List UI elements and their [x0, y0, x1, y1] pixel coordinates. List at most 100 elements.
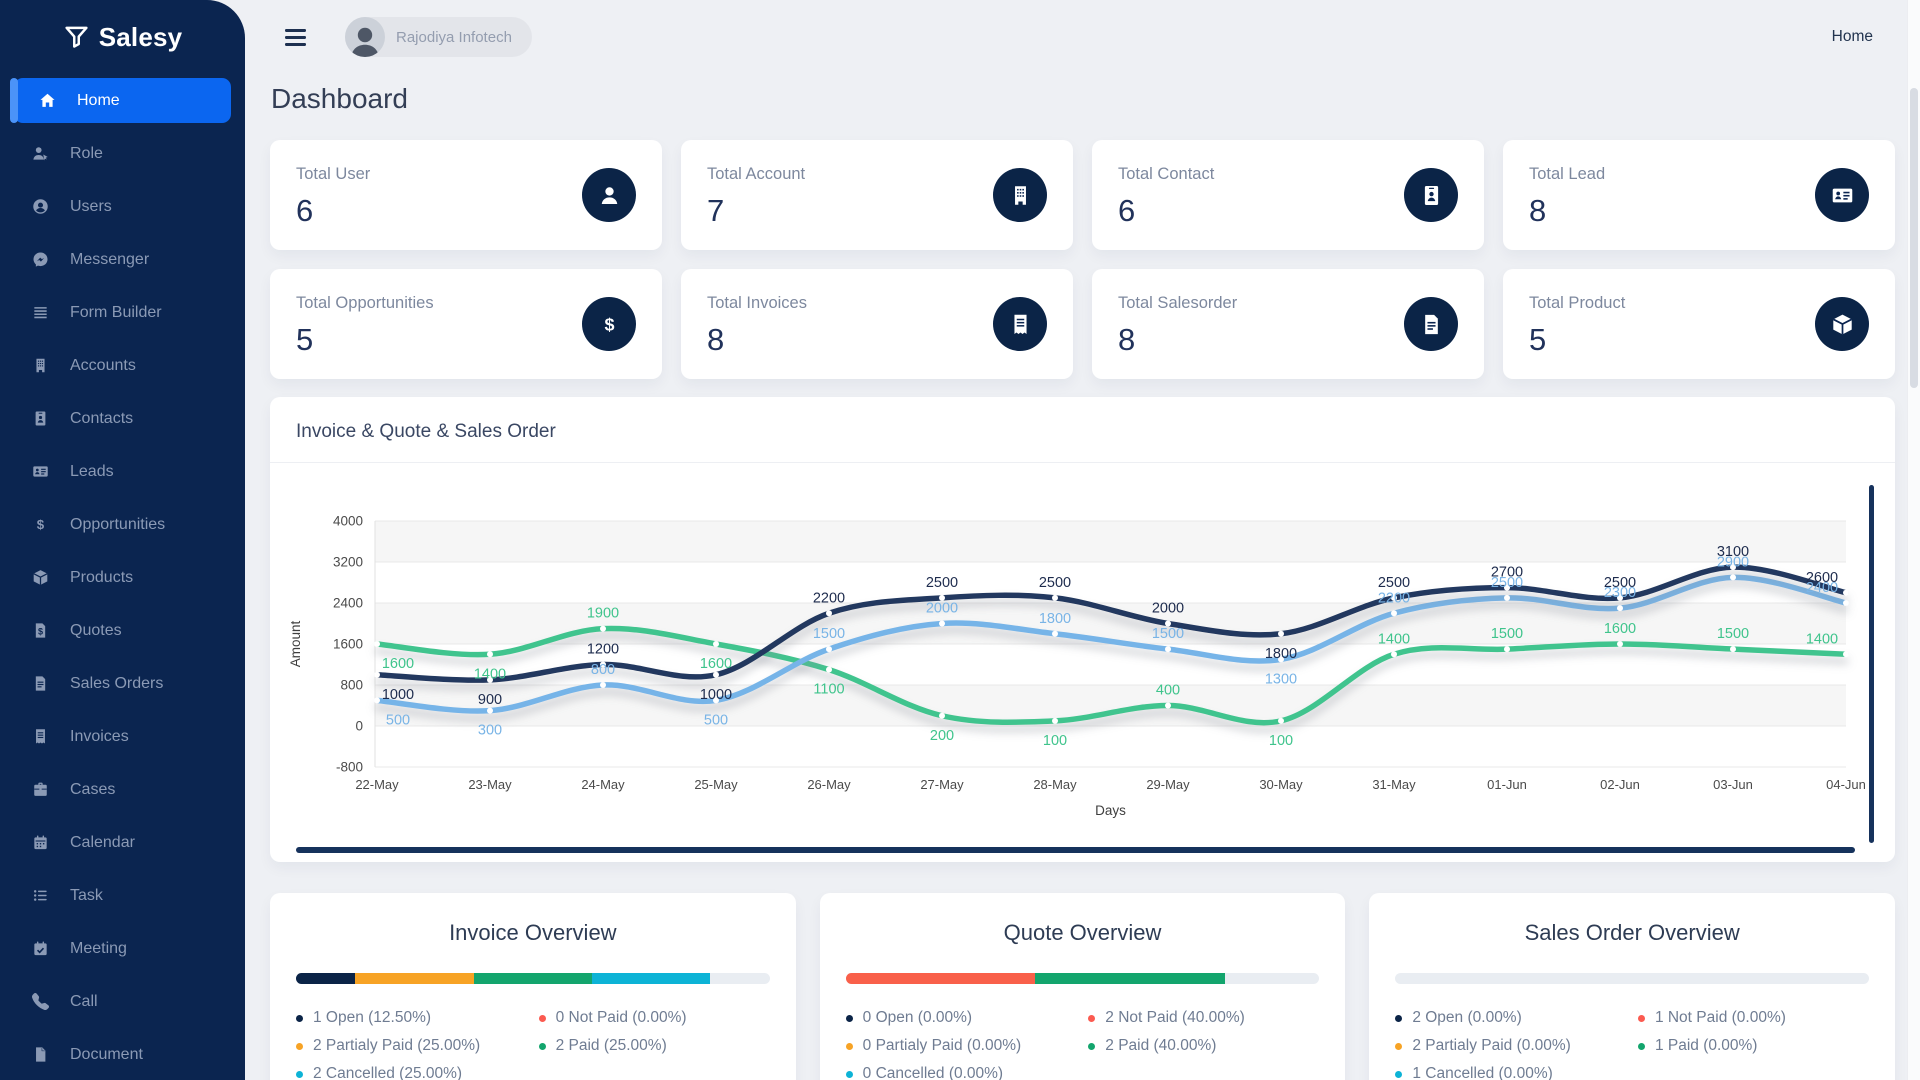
id-card-icon — [31, 463, 49, 481]
sidebar-item-label: Messenger — [70, 250, 150, 268]
legend-dot-icon — [296, 1042, 303, 1050]
svg-text:1900: 1900 — [587, 606, 619, 622]
overview-card-quote-overview: Quote Overview 0 Open (0.00%) 2 Not Paid (… — [819, 893, 1346, 1080]
progress-segment — [355, 973, 474, 984]
svg-text:500: 500 — [386, 712, 410, 728]
legend-item: 1 Open (12.50%) — [296, 1009, 539, 1027]
svg-text:31-May: 31-May — [1372, 777, 1416, 792]
phone-icon — [31, 993, 49, 1011]
sidebar-nav: Home Role Users Messenger Form Builder Accoun… — [0, 78, 245, 1080]
sidebar-item-accounts[interactable]: Accounts — [0, 339, 245, 392]
legend-dot-icon — [1395, 1070, 1403, 1078]
sidebar-item-label: Invoices — [70, 727, 129, 745]
sidebar-item-users[interactable]: Users — [0, 180, 245, 233]
legend-dot-icon — [845, 1042, 853, 1050]
svg-text:1500: 1500 — [813, 626, 845, 642]
legend-item: 2 Cancelled (25.00%) — [296, 1065, 539, 1080]
stat-card-total-opportunities[interactable]: Total Opportunities 5 $ — [270, 269, 662, 379]
chart-horizontal-scrollbar[interactable] — [296, 847, 1855, 853]
legend-dot-icon — [1395, 1042, 1403, 1050]
sidebar-item-contacts[interactable]: Contacts — [0, 392, 245, 445]
svg-text:1500: 1500 — [1491, 626, 1523, 642]
stat-value: 8 — [707, 322, 725, 357]
chat-icon — [31, 251, 49, 269]
progress-segment — [296, 973, 356, 984]
sidebar-item-label: Home — [77, 91, 120, 109]
sidebar-item-leads[interactable]: Leads — [0, 445, 245, 498]
stat-card-total-lead[interactable]: Total Lead 8 — [1503, 140, 1895, 250]
legend-text: 0 Cancelled (0.00%) — [862, 1065, 1004, 1080]
calendar-icon — [31, 834, 49, 852]
sidebar-item-home[interactable]: Home — [10, 78, 231, 123]
sidebar-item-quotes[interactable]: $ Quotes — [0, 604, 245, 657]
stat-card-total-account[interactable]: Total Account 7 — [681, 140, 1073, 250]
sidebar-item-cases[interactable]: Cases — [0, 763, 245, 816]
sidebar-item-sales-orders[interactable]: Sales Orders — [0, 657, 245, 710]
svg-text:26-May: 26-May — [807, 777, 851, 792]
sidebar-item-role[interactable]: Role — [0, 127, 245, 180]
svg-text:400: 400 — [1156, 683, 1180, 699]
user-chip[interactable]: Rajodiya Infotech — [345, 17, 532, 57]
sidebar-item-label: Cases — [70, 780, 116, 798]
sidebar-item-task[interactable]: Task — [0, 869, 245, 922]
svg-text:04-Jun: 04-Jun — [1826, 777, 1866, 792]
sidebar-item-label: Accounts — [70, 356, 136, 374]
briefcase-icon — [31, 781, 49, 799]
sidebar-item-messenger[interactable]: Messenger — [0, 233, 245, 286]
breadcrumb-home-link[interactable]: Home — [1831, 28, 1873, 45]
stat-card-total-salesorder[interactable]: Total Salesorder 8 — [1092, 269, 1484, 379]
overview-progress-bar — [296, 973, 770, 984]
legend-item: 2 Paid (25.00%) — [538, 1037, 770, 1055]
legend-text: 2 Not Paid (40.00%) — [1105, 1009, 1245, 1026]
svg-text:800: 800 — [591, 662, 615, 678]
overview-card-sales-order-overview: Sales Order Overview 2 Open (0.00%) 1 Not … — [1369, 893, 1895, 1080]
sidebar-item-label: Quotes — [70, 621, 122, 639]
svg-text:1600: 1600 — [333, 637, 363, 652]
page-scrollbar[interactable] — [1907, 0, 1920, 1080]
sidebar-item-label: Opportunities — [70, 515, 166, 533]
sidebar-item-document[interactable]: Document — [0, 1028, 245, 1080]
legend-dot-icon — [296, 1014, 303, 1022]
sidebar-item-invoices[interactable]: Invoices — [0, 710, 245, 763]
chart-vertical-scrollbar[interactable] — [1869, 485, 1874, 843]
svg-text:4000: 4000 — [333, 514, 363, 529]
sidebar-item-label: Calendar — [70, 833, 135, 851]
page-scrollbar-thumb[interactable] — [1910, 88, 1918, 388]
list-check-icon — [31, 887, 49, 905]
svg-text:1200: 1200 — [587, 642, 619, 658]
svg-text:25-May: 25-May — [694, 777, 738, 792]
dollar-icon: $ — [31, 516, 49, 534]
sidebar-item-form-builder[interactable]: Form Builder — [0, 286, 245, 339]
stat-value: 6 — [296, 193, 314, 228]
sidebar-item-meeting[interactable]: Meeting — [0, 922, 245, 975]
sidebar-item-call[interactable]: Call — [0, 975, 245, 1028]
legend-text: 0 Not Paid (0.00%) — [555, 1009, 687, 1026]
company-name: Rajodiya Infotech — [396, 28, 512, 46]
stat-card-total-invoices[interactable]: Total Invoices 8 — [681, 269, 1073, 379]
sidebar-item-calendar[interactable]: Calendar — [0, 816, 245, 869]
legend-text: 1 Open (12.50%) — [313, 1009, 432, 1026]
sidebar-item-label: Meeting — [70, 939, 127, 957]
stat-card-total-product[interactable]: Total Product 5 — [1503, 269, 1895, 379]
legend-item: 2 Not Paid (40.00%) — [1088, 1009, 1319, 1027]
sidebar-item-products[interactable]: Products — [0, 551, 245, 604]
stat-card-total-contact[interactable]: Total Contact 6 — [1092, 140, 1484, 250]
legend-item: 0 Open (0.00%) — [845, 1009, 1089, 1027]
legend-text: 0 Partialy Paid (0.00%) — [862, 1037, 1022, 1054]
stat-label: Total Contact — [1118, 165, 1215, 183]
list-icon — [31, 304, 49, 322]
svg-text:2500: 2500 — [1491, 575, 1523, 591]
stat-card-total-user[interactable]: Total User 6 — [270, 140, 662, 250]
legend-item: 2 Paid (40.00%) — [1088, 1037, 1319, 1055]
app-logo[interactable]: Salesy — [0, 0, 245, 74]
stat-label: Total Salesorder — [1118, 294, 1238, 312]
svg-text:3100: 3100 — [1717, 544, 1749, 560]
sidebar-toggle-button[interactable] — [281, 25, 310, 50]
sidebar-item-opportunities[interactable]: $ Opportunities — [0, 498, 245, 551]
topbar: Rajodiya Infotech Home — [270, 15, 1895, 59]
legend-dot-icon — [1088, 1042, 1096, 1050]
stat-label: Total User — [296, 165, 371, 183]
progress-segment — [845, 973, 1036, 984]
svg-text:03-Jun: 03-Jun — [1713, 777, 1753, 792]
overview-progress-bar — [845, 973, 1320, 984]
